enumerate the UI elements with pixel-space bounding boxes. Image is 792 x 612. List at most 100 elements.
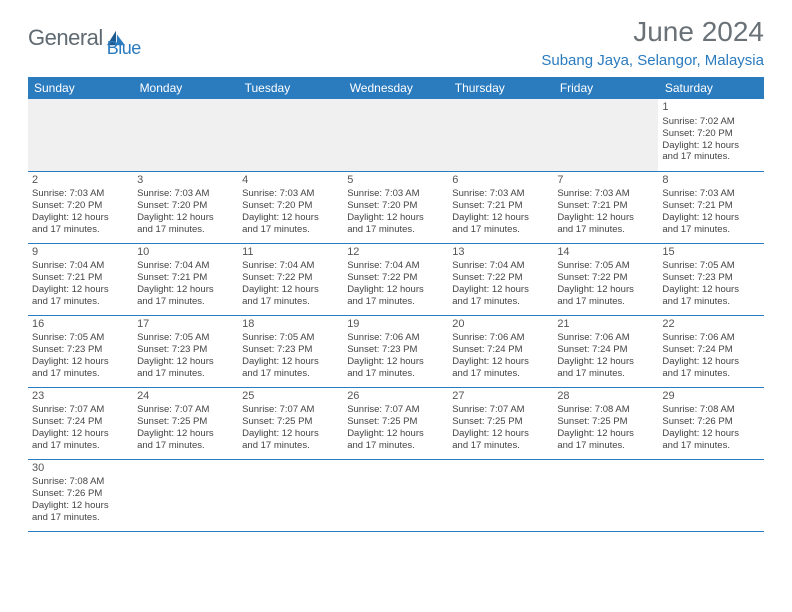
weekday-header: Tuesday <box>238 77 343 99</box>
sunrise-line: Sunrise: 7:02 AM <box>662 116 759 128</box>
sunrise-line: Sunrise: 7:08 AM <box>662 404 759 416</box>
daylight-line-2: and 17 minutes. <box>452 296 549 308</box>
weekday-header: Friday <box>553 77 658 99</box>
daylight-line-2: and 17 minutes. <box>347 296 444 308</box>
sunrise-line: Sunrise: 7:03 AM <box>32 188 129 200</box>
calendar-cell: 26Sunrise: 7:07 AMSunset: 7:25 PMDayligh… <box>343 387 448 459</box>
sunset-line: Sunset: 7:26 PM <box>32 488 129 500</box>
sunset-line: Sunset: 7:22 PM <box>242 272 339 284</box>
calendar-cell: 25Sunrise: 7:07 AMSunset: 7:25 PMDayligh… <box>238 387 343 459</box>
logo-text-general: General <box>28 25 103 51</box>
day-number: 25 <box>242 390 339 404</box>
sunrise-line: Sunrise: 7:07 AM <box>242 404 339 416</box>
daylight-line-1: Daylight: 12 hours <box>347 284 444 296</box>
daylight-line-1: Daylight: 12 hours <box>32 428 129 440</box>
day-info: Sunrise: 7:04 AMSunset: 7:22 PMDaylight:… <box>452 260 549 308</box>
day-number: 24 <box>137 390 234 404</box>
day-number: 1 <box>662 101 759 115</box>
day-number: 12 <box>347 246 444 260</box>
daylight-line-1: Daylight: 12 hours <box>557 356 654 368</box>
sunrise-line: Sunrise: 7:03 AM <box>347 188 444 200</box>
day-number: 19 <box>347 318 444 332</box>
calendar-cell-empty <box>343 99 448 171</box>
sunset-line: Sunset: 7:24 PM <box>32 416 129 428</box>
daylight-line-1: Daylight: 12 hours <box>347 428 444 440</box>
sunrise-line: Sunrise: 7:03 AM <box>557 188 654 200</box>
day-number: 23 <box>32 390 129 404</box>
calendar-cell: 7Sunrise: 7:03 AMSunset: 7:21 PMDaylight… <box>553 171 658 243</box>
weekday-header: Monday <box>133 77 238 99</box>
sunset-line: Sunset: 7:22 PM <box>347 272 444 284</box>
day-info: Sunrise: 7:03 AMSunset: 7:20 PMDaylight:… <box>242 188 339 236</box>
weekday-header-row: SundayMondayTuesdayWednesdayThursdayFrid… <box>28 77 764 99</box>
daylight-line-2: and 17 minutes. <box>137 440 234 452</box>
daylight-line-2: and 17 minutes. <box>557 368 654 380</box>
calendar-cell: 15Sunrise: 7:05 AMSunset: 7:23 PMDayligh… <box>658 243 763 315</box>
calendar-cell: 4Sunrise: 7:03 AMSunset: 7:20 PMDaylight… <box>238 171 343 243</box>
daylight-line-2: and 17 minutes. <box>32 368 129 380</box>
day-info: Sunrise: 7:08 AMSunset: 7:26 PMDaylight:… <box>662 404 759 452</box>
daylight-line-2: and 17 minutes. <box>347 368 444 380</box>
daylight-line-1: Daylight: 12 hours <box>557 428 654 440</box>
daylight-line-2: and 17 minutes. <box>242 224 339 236</box>
calendar-cell: 13Sunrise: 7:04 AMSunset: 7:22 PMDayligh… <box>448 243 553 315</box>
sunset-line: Sunset: 7:24 PM <box>662 344 759 356</box>
daylight-line-1: Daylight: 12 hours <box>32 356 129 368</box>
day-info: Sunrise: 7:06 AMSunset: 7:23 PMDaylight:… <box>347 332 444 380</box>
calendar-cell-empty <box>28 99 133 171</box>
calendar-cell: 23Sunrise: 7:07 AMSunset: 7:24 PMDayligh… <box>28 387 133 459</box>
day-number: 7 <box>557 174 654 188</box>
calendar-cell-empty <box>553 99 658 171</box>
sunrise-line: Sunrise: 7:04 AM <box>137 260 234 272</box>
sunset-line: Sunset: 7:21 PM <box>662 200 759 212</box>
sunrise-line: Sunrise: 7:06 AM <box>557 332 654 344</box>
sunrise-line: Sunrise: 7:05 AM <box>662 260 759 272</box>
sunset-line: Sunset: 7:25 PM <box>137 416 234 428</box>
daylight-line-1: Daylight: 12 hours <box>137 356 234 368</box>
calendar-row: 2Sunrise: 7:03 AMSunset: 7:20 PMDaylight… <box>28 171 764 243</box>
day-info: Sunrise: 7:06 AMSunset: 7:24 PMDaylight:… <box>452 332 549 380</box>
day-info: Sunrise: 7:05 AMSunset: 7:23 PMDaylight:… <box>242 332 339 380</box>
daylight-line-2: and 17 minutes. <box>662 440 759 452</box>
daylight-line-2: and 17 minutes. <box>137 296 234 308</box>
sunrise-line: Sunrise: 7:03 AM <box>662 188 759 200</box>
sunset-line: Sunset: 7:23 PM <box>662 272 759 284</box>
sunset-line: Sunset: 7:20 PM <box>137 200 234 212</box>
sunrise-line: Sunrise: 7:08 AM <box>557 404 654 416</box>
daylight-line-2: and 17 minutes. <box>242 440 339 452</box>
sunset-line: Sunset: 7:25 PM <box>242 416 339 428</box>
calendar-cell: 9Sunrise: 7:04 AMSunset: 7:21 PMDaylight… <box>28 243 133 315</box>
day-number: 15 <box>662 246 759 260</box>
day-number: 8 <box>662 174 759 188</box>
month-title: June 2024 <box>541 16 764 48</box>
daylight-line-2: and 17 minutes. <box>32 296 129 308</box>
day-info: Sunrise: 7:08 AMSunset: 7:26 PMDaylight:… <box>32 476 129 524</box>
daylight-line-2: and 17 minutes. <box>347 224 444 236</box>
daylight-line-2: and 17 minutes. <box>452 224 549 236</box>
sunset-line: Sunset: 7:20 PM <box>242 200 339 212</box>
weekday-header: Sunday <box>28 77 133 99</box>
day-info: Sunrise: 7:06 AMSunset: 7:24 PMDaylight:… <box>557 332 654 380</box>
calendar-cell: 10Sunrise: 7:04 AMSunset: 7:21 PMDayligh… <box>133 243 238 315</box>
calendar-cell: 16Sunrise: 7:05 AMSunset: 7:23 PMDayligh… <box>28 315 133 387</box>
calendar-row: 9Sunrise: 7:04 AMSunset: 7:21 PMDaylight… <box>28 243 764 315</box>
daylight-line-1: Daylight: 12 hours <box>662 212 759 224</box>
daylight-line-1: Daylight: 12 hours <box>137 428 234 440</box>
day-info: Sunrise: 7:02 AMSunset: 7:20 PMDaylight:… <box>662 116 759 164</box>
calendar-cell-empty <box>658 459 763 531</box>
daylight-line-2: and 17 minutes. <box>32 440 129 452</box>
sunset-line: Sunset: 7:20 PM <box>347 200 444 212</box>
day-info: Sunrise: 7:03 AMSunset: 7:21 PMDaylight:… <box>452 188 549 236</box>
calendar-cell: 22Sunrise: 7:06 AMSunset: 7:24 PMDayligh… <box>658 315 763 387</box>
calendar-cell-empty <box>448 459 553 531</box>
day-info: Sunrise: 7:07 AMSunset: 7:25 PMDaylight:… <box>452 404 549 452</box>
calendar-cell: 1Sunrise: 7:02 AMSunset: 7:20 PMDaylight… <box>658 99 763 171</box>
calendar-cell-empty <box>238 459 343 531</box>
daylight-line-1: Daylight: 12 hours <box>452 428 549 440</box>
calendar-cell: 18Sunrise: 7:05 AMSunset: 7:23 PMDayligh… <box>238 315 343 387</box>
daylight-line-2: and 17 minutes. <box>137 224 234 236</box>
sunset-line: Sunset: 7:25 PM <box>347 416 444 428</box>
calendar-row: 16Sunrise: 7:05 AMSunset: 7:23 PMDayligh… <box>28 315 764 387</box>
calendar-cell: 19Sunrise: 7:06 AMSunset: 7:23 PMDayligh… <box>343 315 448 387</box>
day-number: 30 <box>32 462 129 476</box>
